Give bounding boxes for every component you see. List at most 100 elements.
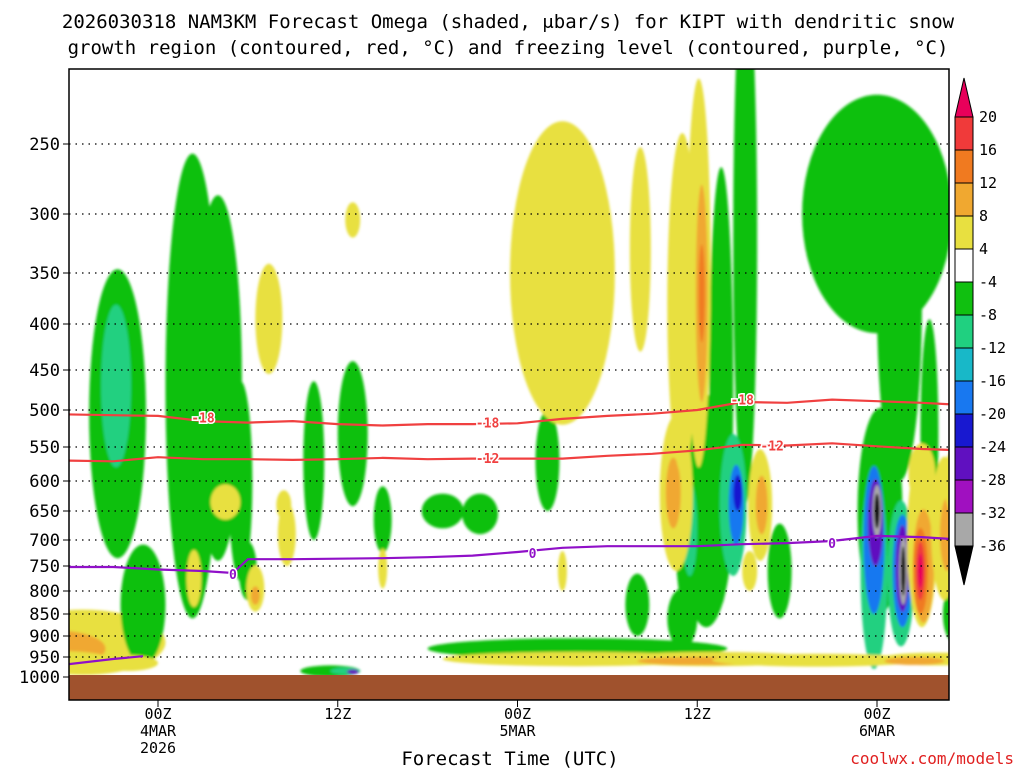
- colorbar-swatch-2: [954, 149, 974, 184]
- y-tick-label-550: 550: [29, 438, 60, 458]
- omega-cell-65: [255, 263, 283, 374]
- omega-cell-14: [101, 304, 132, 468]
- y-tick-label-650: 650: [29, 502, 60, 522]
- colorbar-swatch-8: [954, 347, 974, 382]
- colorbar-label-2: 12: [979, 174, 997, 192]
- y-tick-label-850: 850: [29, 605, 60, 625]
- x-tick-label-4-2: 6MAR: [859, 722, 896, 740]
- omega-cell-26: [373, 486, 392, 553]
- contour-dgz-minus-12: [69, 442, 949, 463]
- y-tick-label-250: 250: [29, 135, 60, 155]
- colorbar-swatch-11: [954, 446, 974, 481]
- omega-cell-3: [5, 403, 17, 505]
- omega-cell-2: [4, 374, 22, 561]
- x-axis-title: Forecast Time (UTC): [401, 748, 618, 768]
- omega-cell-30: [625, 573, 650, 636]
- colorbar-label-10: -24: [979, 438, 1006, 456]
- colorbar-label-4: 4: [979, 240, 988, 258]
- colorbar-swatch-9: [954, 380, 974, 415]
- colorbar-swatch-3: [954, 182, 974, 217]
- contour-freezing-level: [69, 534, 949, 575]
- omega-cell-78: [665, 457, 681, 529]
- omega-cell-76: [629, 147, 651, 352]
- x-tick-label-3-1: 12Z: [684, 705, 711, 723]
- y-tick-label-400: 400: [29, 315, 60, 335]
- omega-cell-52: [900, 546, 906, 596]
- omega-cell-40: [802, 94, 949, 334]
- colorbar-swatch-7: [954, 314, 974, 349]
- omega-cell-24: [421, 493, 464, 529]
- omega-cell-41: [877, 126, 922, 481]
- colorbar-swatch-4: [954, 215, 974, 250]
- omega-cell-66: [345, 202, 361, 238]
- y-tick-label-900: 900: [29, 627, 60, 647]
- omega-cell-19: [120, 544, 166, 665]
- omega-cell-100: [884, 657, 945, 665]
- omega-cell-0: [0, 505, 26, 677]
- omega-cell-37: [767, 523, 792, 619]
- contour-label-freezing-level-2: 0: [828, 537, 836, 552]
- contour-label-dgz-minus-12-0: -12: [476, 452, 499, 467]
- y-tick-label-350: 350: [29, 264, 60, 284]
- x-tick-label-4-1: 00Z: [863, 705, 890, 723]
- x-tick-label-1-1: 12Z: [324, 705, 351, 723]
- colorbar: 20 16 12 8 4 -4 -8 -12 -16 -20 -24 -28 -32 -36: [954, 77, 1006, 586]
- omega-cell-90: [917, 553, 924, 589]
- colorbar-label-3: 8: [979, 207, 988, 225]
- omega-cell-94: [908, 443, 936, 506]
- contour-label-dgz-minus-18-2: -18: [730, 394, 754, 409]
- omega-cell-47: [874, 493, 880, 529]
- omega-cell-84: [755, 475, 768, 535]
- colorbar-label-0: 20: [979, 108, 997, 126]
- y-tick-label-700: 700: [29, 531, 60, 551]
- omega-cell-82: [698, 244, 705, 343]
- y-tick-label-750: 750: [29, 557, 60, 577]
- colorbar-label-8: -16: [979, 372, 1006, 390]
- omega-cell-74: [510, 121, 615, 425]
- omega-shading: [0, 69, 949, 677]
- colorbar-label-7: -12: [979, 339, 1006, 357]
- colorbar-arrow-bottom: [954, 545, 974, 586]
- colorbar-swatch-5: [954, 248, 974, 283]
- x-tick-label-2-2: 5MAR: [499, 722, 536, 740]
- omega-cell-62: [346, 669, 359, 675]
- credit-text: coolwx.com/models: [850, 749, 1014, 768]
- omega-cell-33: [733, 69, 758, 505]
- chart-title-line-1: 2026030318 NAM3KM Forecast Omega (shaded…: [62, 11, 955, 33]
- colorbar-swatch-6: [954, 281, 974, 316]
- colorbar-label-12: -32: [979, 504, 1006, 522]
- omega-cell-101: [557, 551, 567, 591]
- colorbar-swatch-10: [954, 413, 974, 448]
- omega-cell-25: [462, 493, 499, 535]
- colorbar-swatch-13: [954, 512, 974, 547]
- contour-label-dgz-minus-18-0: -18: [191, 411, 215, 426]
- x-tick-label-0-2: 4MAR: [140, 722, 177, 740]
- y-tick-label-500: 500: [29, 401, 60, 421]
- x-tick-label-0-1: 00Z: [144, 705, 171, 723]
- contour-label-dgz-minus-12-1: -12: [760, 440, 783, 455]
- omega-cell-36: [733, 475, 743, 511]
- contour-label-freezing-level-1: 0: [529, 547, 537, 562]
- omega-cell-27: [535, 410, 560, 511]
- omega-cell-75: [554, 306, 570, 378]
- omega-cell-70: [186, 549, 202, 608]
- x-tick-label-2-1: 00Z: [504, 705, 531, 723]
- contour-freezing-level-low: [69, 655, 144, 666]
- terrain-ground: [69, 675, 949, 700]
- colorbar-label-9: -20: [979, 405, 1006, 423]
- y-tick-label-1000: 1000: [19, 668, 60, 688]
- contour-label-dgz-minus-18-1: -18: [476, 417, 500, 432]
- omega-cell-72: [276, 490, 292, 520]
- colorbar-swatch-1: [954, 116, 974, 151]
- omega-cell-69: [250, 586, 260, 605]
- y-axis: 2503003504004505005506006507007508008509…: [19, 135, 69, 688]
- colorbar-arrow-top: [954, 77, 974, 118]
- plot-frame: [68, 68, 950, 701]
- omega-cell-23: [337, 361, 368, 507]
- colorbar-label-5: -4: [979, 273, 997, 291]
- omega-cell-20: [193, 490, 212, 566]
- colorbar-label-13: -36: [979, 537, 1006, 555]
